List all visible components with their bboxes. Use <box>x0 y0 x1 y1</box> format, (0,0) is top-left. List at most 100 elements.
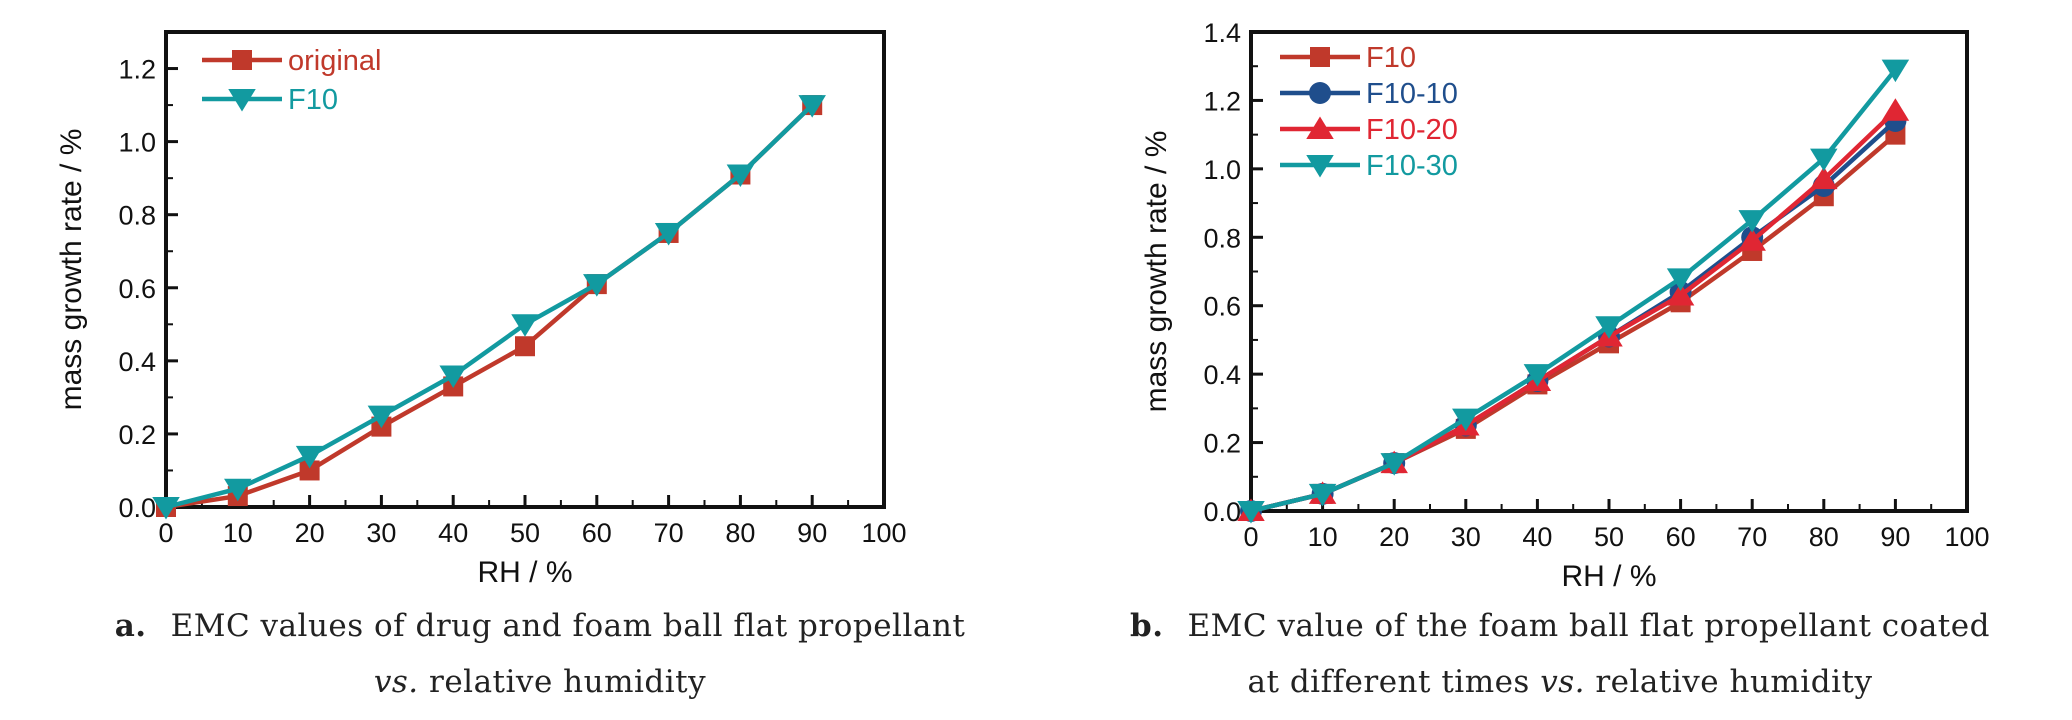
y-tick-label-b: 0.4 <box>1203 360 1241 390</box>
x-tick-label-b: 30 <box>1451 522 1481 552</box>
legend-label-a: original <box>288 45 382 77</box>
data-point-a <box>295 445 324 469</box>
data-point-a <box>299 460 320 481</box>
caption-a-line2: vs. relative humidity <box>40 654 1040 710</box>
caption-b-line2: at different times vs. relative humidity <box>1110 654 2010 710</box>
legend-label-b: F10-10 <box>1366 78 1458 110</box>
legend-marker-a <box>228 89 256 112</box>
x-axis-title-a: RH / % <box>477 556 572 589</box>
y-tick-label-a: 0.4 <box>118 347 156 377</box>
x-tick-label-b: 0 <box>1243 522 1258 552</box>
caption-a: a. EMC values of drug and foam ball flat … <box>40 598 1040 710</box>
x-tick-label-a: 40 <box>438 518 468 548</box>
x-tick-label-b: 100 <box>1944 522 1989 552</box>
x-axis-title-b: RH / % <box>1561 560 1656 593</box>
data-point-b <box>1738 210 1766 233</box>
data-point-a <box>726 164 755 187</box>
x-tick-label-b: 80 <box>1809 522 1839 552</box>
x-tick-label-a: 70 <box>654 518 684 548</box>
y-tick-label-b: 0.8 <box>1203 223 1241 253</box>
x-tick-label-a: 60 <box>582 518 612 548</box>
data-point-b <box>1452 408 1480 432</box>
y-tick-label-b: 1.0 <box>1203 155 1241 185</box>
data-point-b <box>1666 282 1695 306</box>
x-tick-label-b: 90 <box>1880 522 1910 552</box>
x-tick-label-a: 0 <box>158 518 173 548</box>
caption-a-text2: relative humidity <box>418 664 707 700</box>
series-line-a <box>165 103 814 510</box>
caption-b-line1: b. EMC value of the foam ball flat propel… <box>1110 598 2010 654</box>
data-point-a <box>152 497 180 520</box>
y-tick-label-a: 1.0 <box>118 128 156 158</box>
plot-frame-a <box>164 30 886 509</box>
y-axis-title-a: mass growth rate / % <box>55 129 88 411</box>
x-tick-label-a: 20 <box>295 518 325 548</box>
data-point-a <box>515 336 535 357</box>
caption-b-text1: EMC value of the foam ball flat propella… <box>1187 608 1990 644</box>
y-tick-label-a: 0.6 <box>118 274 156 304</box>
data-point-b <box>1308 483 1337 507</box>
x-tick-label-b: 60 <box>1666 522 1696 552</box>
caption-a-vs: vs. <box>373 664 419 700</box>
data-point-b <box>1523 364 1552 387</box>
series-b-F10-30 <box>1237 59 1910 524</box>
legend-a: original F10 <box>202 45 382 116</box>
data-point-b <box>1666 268 1695 291</box>
legend-label-b: F10-20 <box>1366 114 1458 146</box>
x-tick-label-a: 80 <box>725 518 755 548</box>
x-tick-label-a: 10 <box>223 518 253 548</box>
legend-marker-a <box>232 50 252 70</box>
chart-b: 0 10 20 30 40 50 60 70 80 90 100 0.0 0.2 0.4 0.6 0.8 1.0… <box>1140 18 1990 593</box>
data-point-b <box>1237 501 1265 524</box>
caption-b-text2-pre: at different times <box>1247 664 1541 700</box>
legend-label-a: F10 <box>288 84 338 116</box>
series-line-b <box>1250 109 1897 514</box>
legend-label-b: F10 <box>1366 42 1416 74</box>
y-tick-label-a: 0.2 <box>118 420 156 450</box>
y-axis-title-b: mass growth rate / % <box>1140 131 1173 413</box>
data-point-b <box>1595 316 1623 339</box>
y-tick-label-a: 0.8 <box>118 201 156 231</box>
y-tick-label-b: 0.0 <box>1203 497 1241 527</box>
x-tick-label-b: 70 <box>1737 522 1767 552</box>
x-tick-label-a: 100 <box>861 518 906 548</box>
data-point-a <box>224 478 252 502</box>
data-point-a <box>439 365 467 388</box>
chart-a: 0 10 20 30 40 50 60 70 80 90 100 0.0 0.2 0.4 0.6 0.8 1.0… <box>55 30 907 589</box>
caption-b-vs: vs. <box>1540 664 1585 700</box>
legend-marker-b <box>1310 47 1330 67</box>
data-point-a <box>583 274 611 297</box>
x-tick-label-b: 10 <box>1308 522 1338 552</box>
y-tick-label-a: 1.2 <box>118 55 156 85</box>
plot-frame-b <box>1249 30 1969 513</box>
series-line-b <box>1250 68 1898 514</box>
data-point-a <box>654 222 683 246</box>
data-point-b <box>1810 148 1838 172</box>
caption-b-text2: relative humidity <box>1584 664 1873 700</box>
y-tick-label-b: 0.6 <box>1203 292 1241 322</box>
caption-a-text1: EMC values of drug and foam ball flat pr… <box>170 608 966 644</box>
x-tick-label-b: 50 <box>1594 522 1624 552</box>
data-point-a <box>798 95 826 118</box>
caption-a-line1: a. EMC values of drug and foam ball flat … <box>40 598 1040 654</box>
legend-label-b: F10-30 <box>1366 150 1458 182</box>
data-point-b <box>1881 98 1910 121</box>
legend-marker-b <box>1309 82 1331 104</box>
x-tick-label-a: 50 <box>510 518 540 548</box>
y-tick-label-b: 0.2 <box>1203 429 1241 459</box>
y-tick-label-b: 1.2 <box>1203 86 1241 116</box>
legend-marker-b <box>1306 155 1334 178</box>
series-b-F10-20 <box>1237 98 1910 521</box>
series-b-F10 <box>1241 124 1906 521</box>
series-line-a <box>165 103 814 510</box>
data-point-b <box>1380 453 1408 476</box>
series-line-b <box>1250 132 1897 514</box>
data-point-b <box>1738 228 1766 251</box>
data-point-a <box>367 405 396 429</box>
legend-marker-b <box>1306 116 1334 139</box>
x-tick-label-b: 20 <box>1379 522 1409 552</box>
legend-b: F10 F10-10 F10-20 F10-30 <box>1280 42 1458 182</box>
data-point-a <box>511 314 539 337</box>
x-tick-label-a: 30 <box>366 518 396 548</box>
